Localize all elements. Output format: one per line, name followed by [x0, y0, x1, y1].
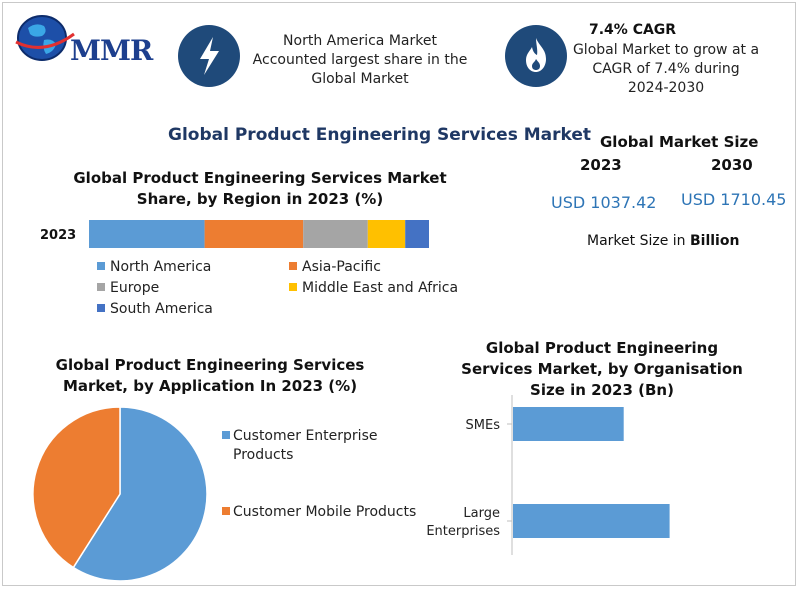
legend-swatch: [97, 283, 105, 291]
region-chart-title: Global Product Engineering Services Mark…: [73, 169, 447, 208]
legend-label: Asia-Pacific: [302, 259, 381, 275]
lightning-icon: [200, 37, 219, 75]
bar-segment-north-america: [89, 220, 205, 248]
bar-smes: [513, 407, 624, 441]
pie-slice-customer-mobile-products: [32, 406, 121, 569]
bar-segment-middle-east-and-africa: [367, 220, 406, 248]
organisation-size-chart: SMEs Large Enterprises: [426, 395, 670, 555]
market-size-unit: Market Size in Billion: [587, 233, 739, 249]
cagr-title: 7.4% CAGR: [589, 22, 677, 38]
category-label-2023: 2023: [40, 228, 76, 243]
legend-label: Customer Enterprise: [233, 428, 377, 444]
header-box2-text: Global Market to grow at a CAGR of 7.4% …: [572, 42, 760, 96]
bar-segment-asia-pacific: [204, 220, 304, 248]
legend-swatch: [289, 283, 297, 291]
flame-icon-badge: [505, 25, 567, 87]
main-title: Global Product Engineering Services Mark…: [168, 125, 592, 145]
category-label: Enterprises: [426, 524, 500, 539]
bar-segment-south-america: [405, 220, 429, 248]
flame-icon: [526, 38, 546, 72]
legend-swatch: [289, 262, 297, 270]
organisation-chart-title: Global Product Engineering Services Mark…: [461, 339, 743, 399]
lightning-icon-badge: [178, 25, 240, 87]
bar-segment-europe: [303, 220, 368, 248]
legend-label: Products: [233, 447, 293, 463]
market-size-year-start: 2023: [580, 156, 622, 174]
application-pie-chart: Customer Enterprise Products Customer Mobi…: [32, 406, 416, 582]
region-share-chart: 2023 North America Asia-Pacific Europe Middl…: [40, 220, 458, 317]
market-size-year-end: 2030: [711, 156, 753, 174]
category-label: SMEs: [466, 418, 501, 433]
header-box1-text: North America Market Accounted largest s…: [252, 33, 468, 87]
legend-label: Customer Mobile Products: [233, 504, 416, 520]
market-size-unit-bold: Billion: [689, 233, 740, 249]
legend-swatch: [97, 304, 105, 312]
market-size-value-end: USD 1710.45: [681, 190, 787, 209]
legend-label: North America: [110, 259, 211, 275]
legend-swatch: [222, 431, 230, 439]
application-chart-title: Global Product Engineering Services Mark…: [55, 356, 365, 395]
market-size-title: Global Market Size: [600, 133, 759, 151]
legend-label: South America: [110, 301, 213, 317]
market-size-unit-prefix: Market Size in: [587, 233, 690, 249]
globe-logo-icon: [15, 15, 75, 61]
market-size-value-start: USD 1037.42: [551, 193, 657, 212]
logo-text: MMR: [70, 34, 153, 67]
bar-large-enterprises: [513, 504, 670, 538]
category-label: Large: [463, 506, 500, 521]
legend-label: Middle East and Africa: [302, 280, 458, 296]
legend-swatch: [222, 507, 230, 515]
pie-slice-customer-enterprise-products: [72, 406, 208, 582]
legend-label: Europe: [110, 280, 159, 296]
legend-swatch: [97, 262, 105, 270]
